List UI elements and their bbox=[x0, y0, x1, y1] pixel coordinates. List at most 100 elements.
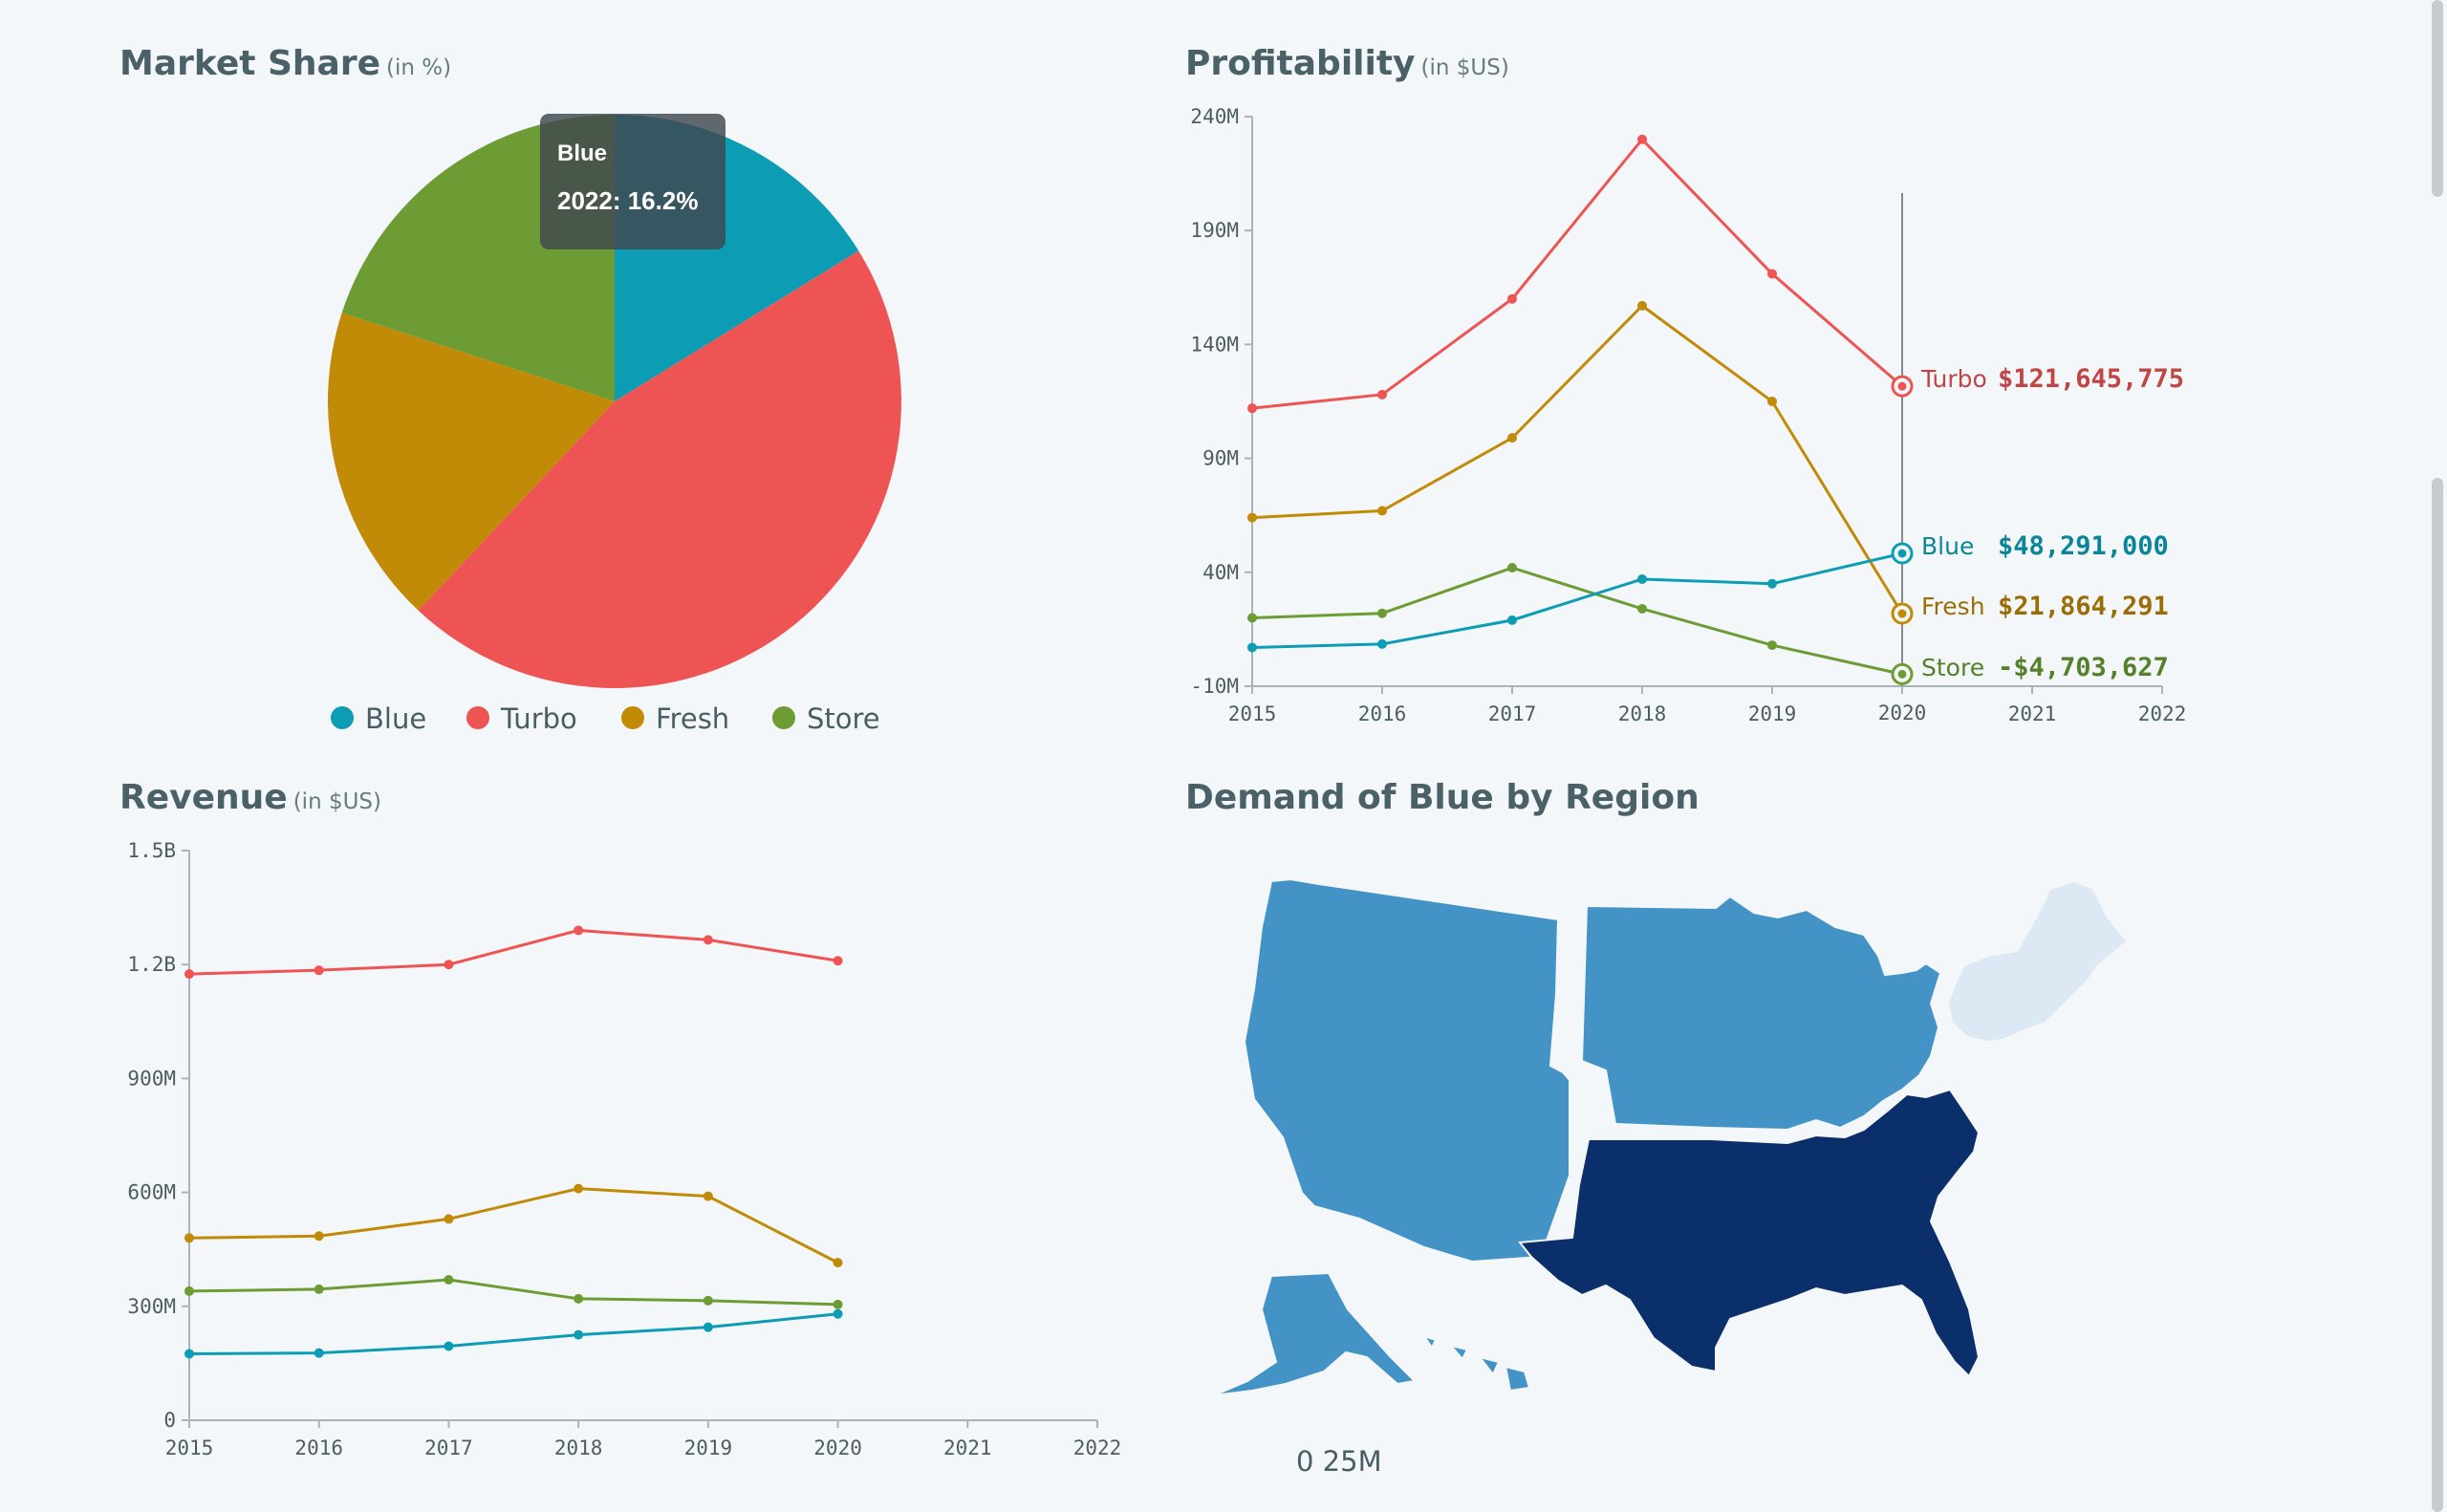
data-point-store bbox=[1637, 603, 1647, 614]
legend-swatch bbox=[621, 706, 644, 729]
profitability-line-chart[interactable]: -10M 40M 90M 140M 190M 240M 2015 2016 2017 2018 20… bbox=[1147, 96, 2246, 745]
hover-point-dot bbox=[1897, 669, 1907, 679]
market-share-unit: (in %) bbox=[386, 55, 452, 80]
data-point-blue bbox=[1377, 638, 1387, 649]
legend-label: Blue bbox=[365, 702, 426, 735]
data-point-blue bbox=[574, 1329, 584, 1340]
data-point-store bbox=[1377, 608, 1387, 618]
revenue-line-chart[interactable]: 0 300M 600M 900M 1.2B 1.5B 2015 2016 2017 2018 201… bbox=[96, 822, 1166, 1472]
y-tick-label: 300M bbox=[127, 1295, 176, 1318]
profitability-unit: (in $US) bbox=[1420, 55, 1509, 80]
x-tick-label: 2015 bbox=[165, 1436, 214, 1459]
legend-item-store[interactable]: Store bbox=[772, 702, 880, 735]
page-scrollbar[interactable] bbox=[2426, 0, 2447, 1512]
x-tick-label: 2019 bbox=[1748, 702, 1797, 725]
data-point-turbo bbox=[184, 969, 194, 980]
data-point-blue bbox=[1247, 642, 1257, 653]
x-tick-label: 2017 bbox=[424, 1436, 473, 1459]
data-point-turbo bbox=[703, 935, 713, 945]
data-point-blue bbox=[444, 1341, 454, 1351]
y-tick-label: 600M bbox=[127, 1181, 176, 1204]
market-share-pie-chart[interactable]: Blue Turbo Fresh Store bbox=[0, 0, 956, 765]
scrollbar-thumb[interactable] bbox=[2432, 478, 2443, 1512]
tooltip-value: 2022: 16.2% bbox=[557, 186, 699, 215]
y-tick-label: 40M bbox=[1202, 561, 1239, 584]
data-point-store bbox=[444, 1274, 454, 1285]
data-point-blue bbox=[184, 1349, 194, 1359]
demand-region-map[interactable] bbox=[1195, 860, 2151, 1415]
x-tick-label: 2021 bbox=[943, 1436, 992, 1459]
data-point-store bbox=[574, 1293, 584, 1304]
market-share-title: Market Share (in %) bbox=[119, 44, 451, 83]
region-west[interactable] bbox=[1243, 877, 1570, 1264]
data-point-turbo bbox=[314, 965, 324, 976]
hover-point-dot bbox=[1897, 381, 1907, 391]
data-point-store bbox=[314, 1284, 324, 1294]
x-tick-label: 2021 bbox=[2008, 702, 2057, 725]
pie-slice-fresh[interactable] bbox=[327, 313, 615, 611]
series-line-turbo[interactable] bbox=[188, 928, 838, 976]
end-label-name: Turbo bbox=[1920, 365, 1987, 393]
profitability-title: Profitability (in $US) bbox=[1185, 44, 1509, 83]
x-tick-label: 2020 bbox=[1878, 702, 1927, 724]
region-west-alaska[interactable] bbox=[1213, 1271, 1418, 1396]
data-point-fresh bbox=[703, 1191, 713, 1201]
data-point-store bbox=[1507, 563, 1517, 573]
revenue-title: Revenue (in $US) bbox=[119, 778, 381, 817]
legend-label: Turbo bbox=[500, 702, 577, 735]
data-point-turbo bbox=[574, 925, 584, 936]
data-point-turbo bbox=[1767, 269, 1777, 279]
data-point-blue bbox=[1637, 573, 1647, 584]
region-northeast[interactable] bbox=[1946, 879, 2129, 1044]
x-tick-label: 2022 bbox=[1073, 1436, 1122, 1459]
data-point-fresh bbox=[1507, 433, 1517, 443]
y-tick-label: 900M bbox=[127, 1067, 176, 1090]
data-point-turbo bbox=[444, 960, 454, 970]
legend-item-blue[interactable]: Blue bbox=[331, 702, 426, 735]
data-point-turbo bbox=[1247, 403, 1257, 414]
data-point-fresh bbox=[1377, 506, 1387, 516]
series-line-store[interactable] bbox=[188, 1278, 838, 1307]
series-line-turbo[interactable] bbox=[1251, 137, 1903, 410]
region-midwest[interactable] bbox=[1580, 895, 1942, 1132]
y-tick-label: 240M bbox=[1190, 105, 1239, 128]
demand-title: Demand of Blue by Region bbox=[1185, 778, 1700, 817]
legend-item-fresh[interactable]: Fresh bbox=[621, 702, 729, 735]
region-west-hawaii[interactable] bbox=[1421, 1334, 1531, 1393]
data-point-store bbox=[184, 1285, 194, 1296]
end-label-name: Fresh bbox=[1921, 593, 1985, 620]
x-tick-label: 2020 bbox=[813, 1436, 862, 1459]
x-tick-label: 2017 bbox=[1488, 702, 1537, 725]
series-line-store[interactable] bbox=[1251, 566, 1903, 676]
legend-item-turbo[interactable]: Turbo bbox=[466, 702, 577, 735]
data-point-fresh bbox=[1247, 512, 1257, 523]
revenue-unit: (in $US) bbox=[292, 789, 381, 814]
data-point-turbo bbox=[1637, 134, 1647, 144]
y-tick-label: 140M bbox=[1190, 333, 1239, 356]
data-point-store bbox=[703, 1295, 713, 1306]
end-label-value: $21,864,291 bbox=[1998, 592, 2169, 621]
pie-tooltip: Blue 2022: 16.2% bbox=[540, 114, 725, 249]
pie-slice-turbo[interactable] bbox=[418, 250, 902, 688]
x-tick-label: 2015 bbox=[1228, 702, 1277, 725]
y-tick-label: 1.2B bbox=[127, 953, 176, 976]
series-line-fresh[interactable] bbox=[1251, 303, 1904, 615]
data-point-blue bbox=[833, 1308, 843, 1319]
series-line-blue[interactable] bbox=[188, 1312, 838, 1355]
x-tick-label: 2016 bbox=[294, 1436, 343, 1459]
data-point-blue bbox=[314, 1348, 324, 1358]
series-line-blue[interactable] bbox=[1251, 551, 1903, 649]
legend-label: Fresh bbox=[656, 702, 729, 735]
data-point-blue bbox=[1507, 615, 1517, 625]
legend-label: Store bbox=[807, 702, 880, 735]
series-line-fresh[interactable] bbox=[188, 1187, 839, 1264]
data-point-fresh bbox=[1767, 397, 1777, 406]
y-tick-label: 90M bbox=[1202, 447, 1239, 470]
data-point-store bbox=[833, 1299, 843, 1309]
tooltip-series: Blue bbox=[557, 140, 608, 166]
y-tick-label: 0 bbox=[163, 1409, 176, 1432]
data-point-fresh bbox=[444, 1214, 454, 1224]
scrollbar-thumb-top[interactable] bbox=[2432, 0, 2443, 197]
region-south[interactable] bbox=[1518, 1088, 1981, 1378]
revenue-title-text: Revenue bbox=[119, 778, 288, 817]
